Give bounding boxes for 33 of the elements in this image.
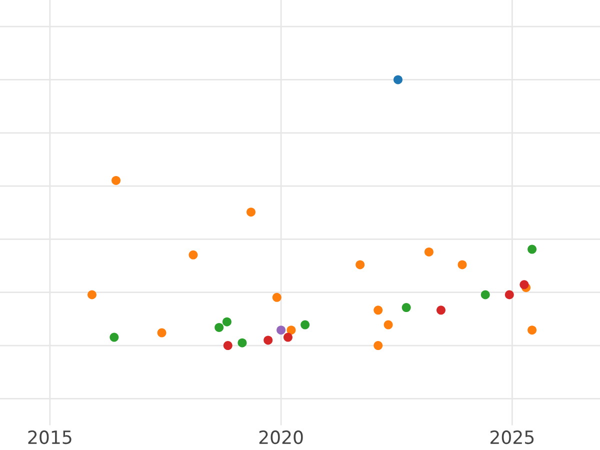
point — [374, 341, 383, 350]
point — [436, 306, 446, 315]
point — [393, 75, 402, 84]
point — [214, 322, 224, 332]
point — [520, 280, 529, 290]
point — [264, 336, 273, 345]
point — [283, 332, 292, 342]
point — [286, 326, 296, 335]
point — [504, 290, 514, 300]
point — [528, 244, 537, 254]
point — [238, 338, 247, 348]
point — [458, 260, 467, 270]
point — [87, 290, 96, 300]
x-tick-label: 2015 — [28, 430, 72, 444]
point — [356, 260, 365, 270]
point — [272, 292, 282, 302]
point — [112, 176, 121, 185]
point — [374, 306, 383, 315]
point — [276, 326, 286, 335]
point — [246, 208, 256, 217]
point — [157, 328, 166, 338]
point — [528, 326, 537, 335]
point — [222, 317, 232, 326]
point — [110, 332, 119, 342]
point — [188, 250, 198, 260]
x-tick-label: 2020 — [259, 430, 303, 444]
x-tick-label: 2025 — [490, 430, 534, 444]
point — [384, 320, 393, 330]
point — [300, 320, 310, 330]
point — [424, 247, 434, 256]
point — [223, 341, 232, 350]
point — [402, 303, 411, 312]
point — [480, 290, 490, 300]
